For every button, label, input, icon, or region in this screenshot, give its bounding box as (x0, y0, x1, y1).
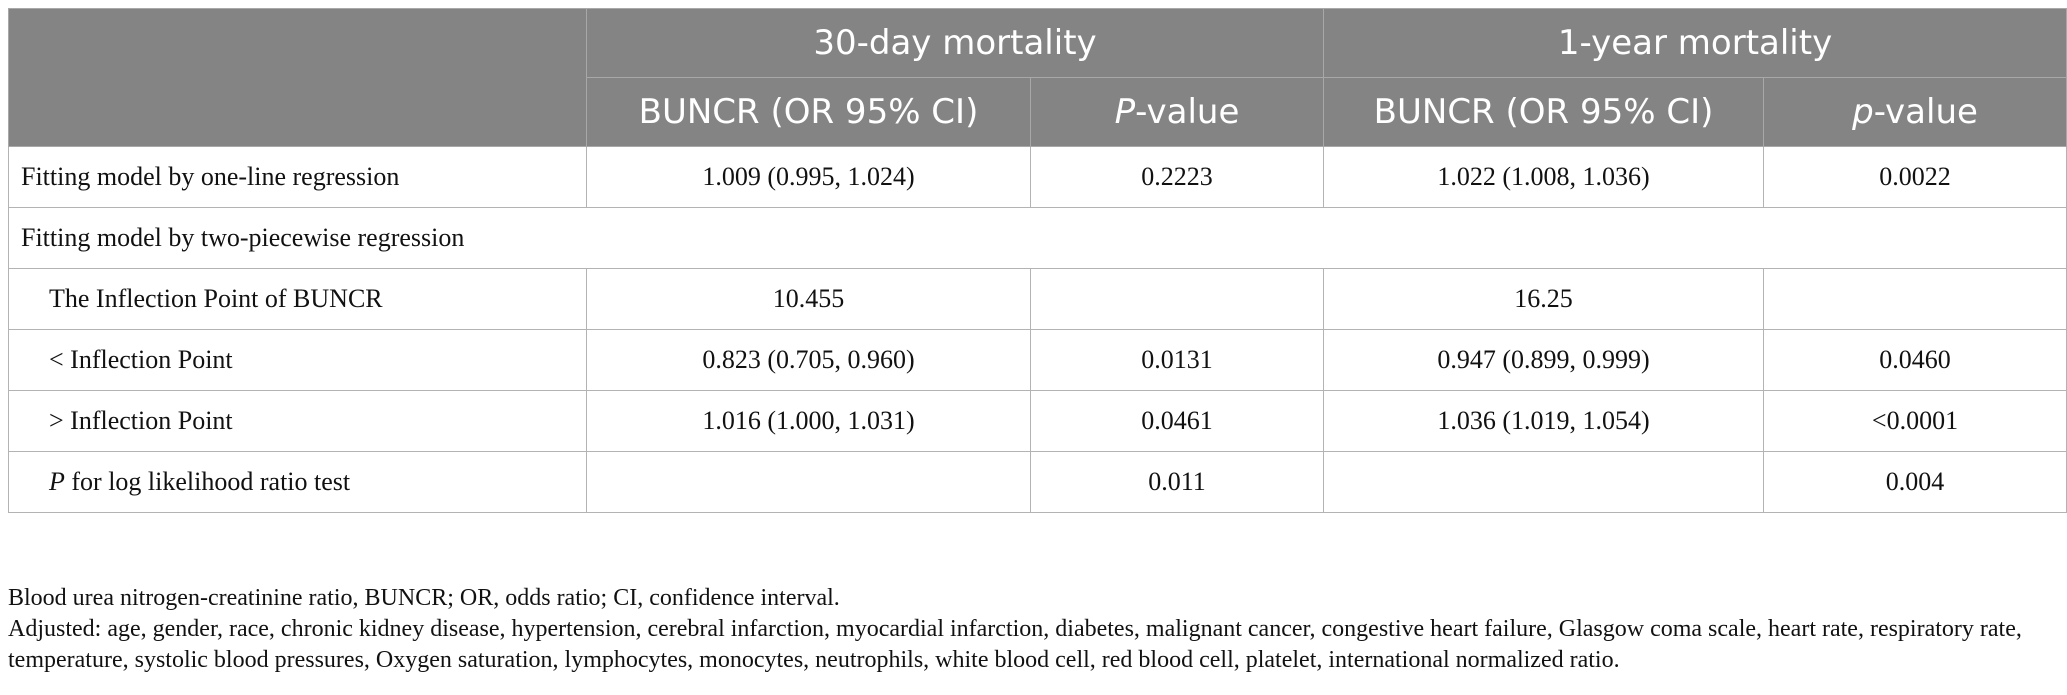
table-row: The Inflection Point of BUNCR 10.455 16.… (8, 268, 2067, 330)
header-or-30-day: BUNCR (OR 95% CI) (586, 77, 1031, 147)
regression-results-table: 30-day mortality 1-year mortality BUNCR … (7, 8, 2067, 513)
header-p-italic: P (1114, 92, 1136, 132)
table-row: Fitting model by two-piecewise regressio… (7, 207, 2067, 269)
footnote-abbreviations: Blood urea nitrogen-creatinine ratio, BU… (8, 585, 840, 611)
p-1-year-value: 0.0460 (1763, 329, 2067, 391)
p-30-day-value: 0.2223 (1029, 146, 1325, 208)
row-section-label: Fitting model by two-piecewise regressio… (7, 207, 2067, 269)
header-p-suffix: -value (1873, 92, 1978, 132)
row-label: > Inflection Point (8, 390, 587, 452)
table-row: < Inflection Point 0.823 (0.705, 0.960) … (8, 329, 2067, 391)
table-row: Fitting model by one-line regression 1.0… (8, 146, 2067, 208)
header-blank-cell (8, 8, 587, 147)
or-1-year-value: 0.947 (0.899, 0.999) (1323, 329, 1765, 391)
or-30-day-value: 10.455 (586, 268, 1031, 330)
header-p-value-30-day: P-value (1029, 77, 1325, 147)
p-1-year-value: 0.0022 (1763, 146, 2067, 208)
p-30-day-value: 0.011 (1029, 451, 1325, 513)
p-30-day-value: 0.0461 (1029, 390, 1325, 452)
header-or-1-year: BUNCR (OR 95% CI) (1323, 77, 1765, 147)
row-label-text: for log likelihood ratio test (64, 467, 351, 496)
header-p-italic: p (1852, 92, 1874, 132)
results-table-container: 30-day mortality 1-year mortality BUNCR … (7, 8, 2067, 673)
p-italic: P (49, 467, 65, 496)
header-1-year-mortality: 1-year mortality (1323, 8, 2067, 78)
row-label: P for log likelihood ratio test (8, 451, 587, 513)
header-p-suffix: -value (1135, 92, 1240, 132)
table-row: > Inflection Point 1.016 (1.000, 1.031) … (8, 390, 2067, 452)
p-30-day-value (1029, 268, 1325, 330)
row-label: < Inflection Point (8, 329, 587, 391)
table-row: P for log likelihood ratio test 0.011 0.… (8, 451, 2067, 513)
or-30-day-value (586, 451, 1031, 513)
header-row-groups: 30-day mortality 1-year mortality (8, 8, 2067, 147)
or-1-year-value: 1.036 (1.019, 1.054) (1323, 390, 1765, 452)
or-30-day-value: 0.823 (0.705, 0.960) (586, 329, 1031, 391)
header-30-day-mortality: 30-day mortality (585, 8, 1325, 78)
p-1-year-value: <0.0001 (1763, 390, 2067, 452)
or-1-year-value: 1.022 (1.008, 1.036) (1323, 146, 1765, 208)
or-1-year-value (1323, 451, 1765, 513)
or-30-day-value: 1.016 (1.000, 1.031) (586, 390, 1031, 452)
header-row-columns: BUNCR (OR 95% CI) P-value BUNCR (OR 95% … (9, 77, 2067, 147)
header-p-value-1-year: p-value (1763, 77, 2067, 147)
p-1-year-value (1763, 268, 2067, 330)
row-label: The Inflection Point of BUNCR (8, 268, 587, 330)
row-label: Fitting model by one-line regression (8, 146, 587, 208)
or-30-day-value: 1.009 (0.995, 1.024) (586, 146, 1031, 208)
or-1-year-value: 16.25 (1323, 268, 1765, 330)
table-footnotes: Blood urea nitrogen-creatinine ratio, BU… (8, 583, 2066, 676)
p-30-day-value: 0.0131 (1029, 329, 1325, 391)
p-1-year-value: 0.004 (1763, 451, 2067, 513)
footnote-adjusted: Adjusted: age, gender, race, chronic kid… (8, 616, 2022, 673)
